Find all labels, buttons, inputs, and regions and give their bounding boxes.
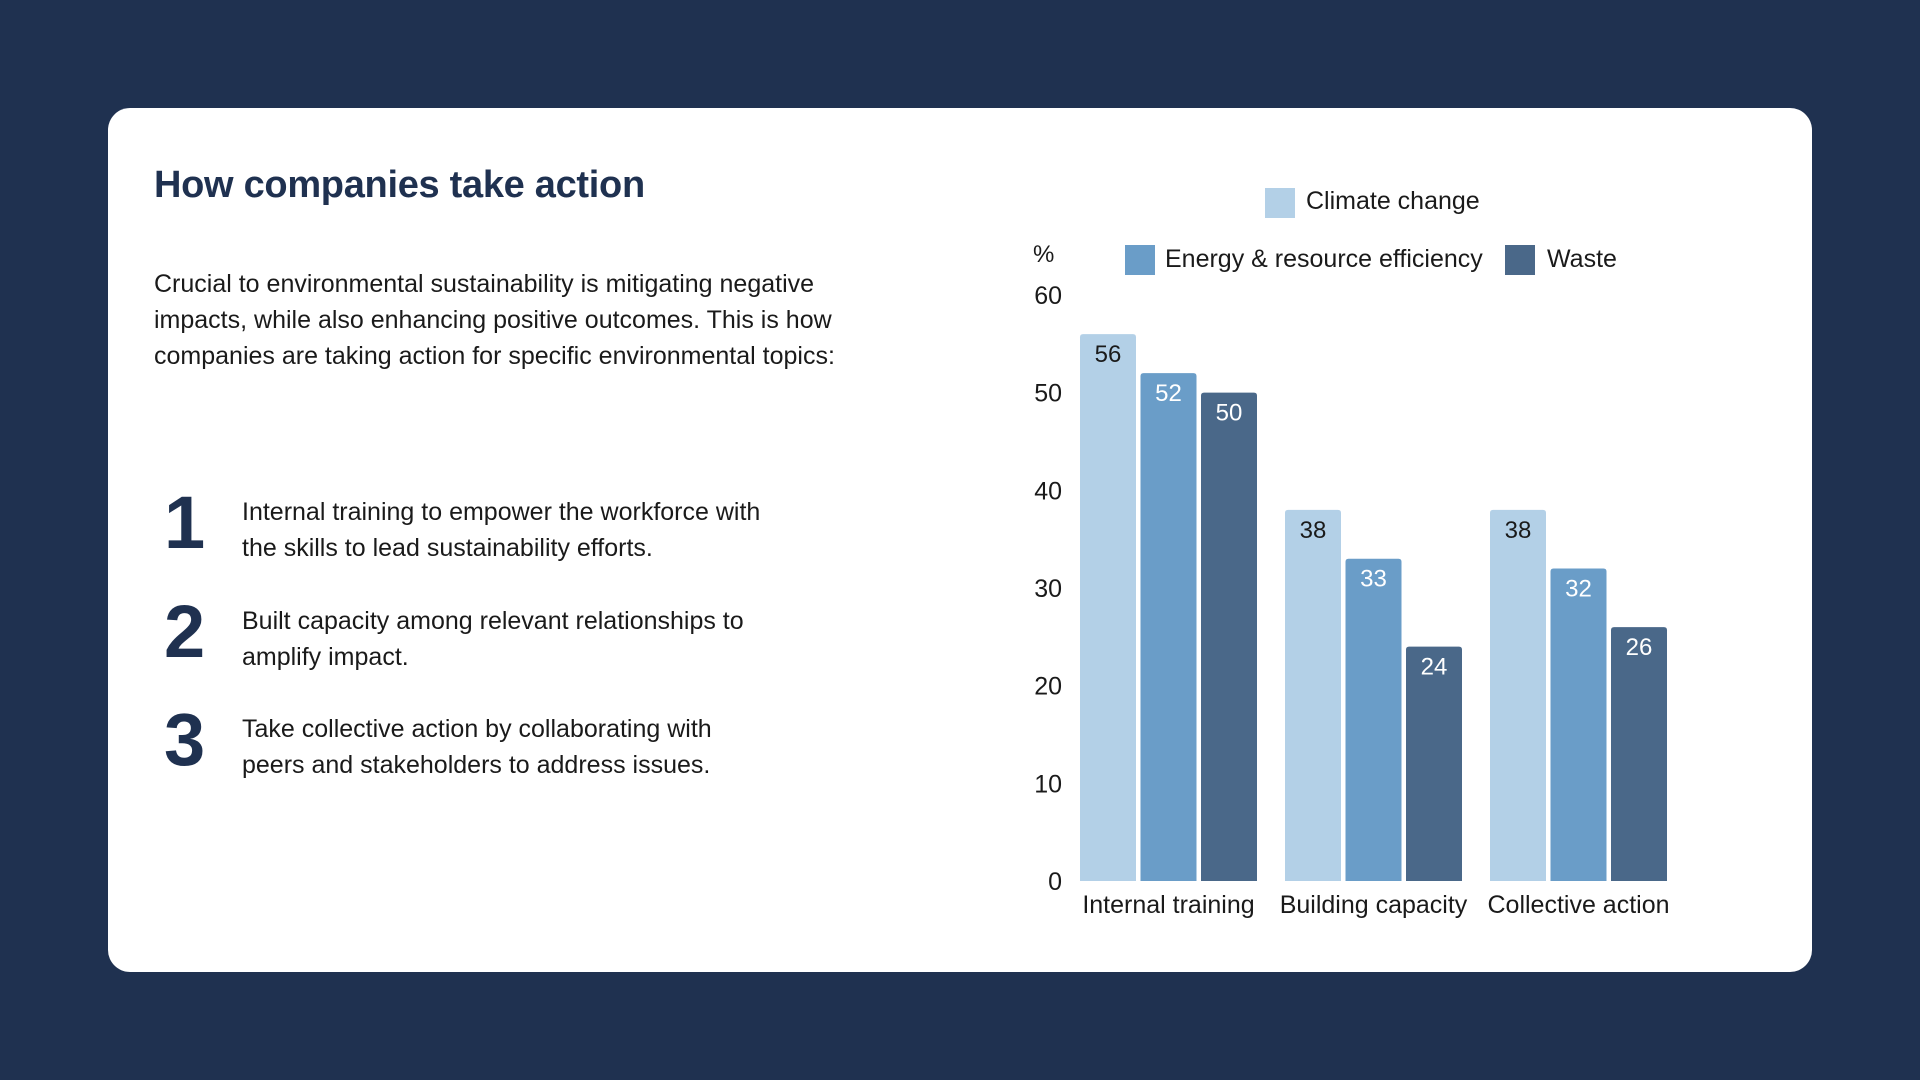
legend-swatch bbox=[1125, 245, 1155, 275]
y-tick-label: 10 bbox=[1034, 770, 1062, 798]
bar-value-label: 33 bbox=[1360, 566, 1387, 593]
x-tick-label: Collective action bbox=[1487, 891, 1669, 919]
bar-value-label: 38 bbox=[1505, 517, 1532, 544]
legend-label: Climate change bbox=[1306, 187, 1480, 215]
y-tick-label: 50 bbox=[1034, 380, 1062, 408]
bar-value-label: 50 bbox=[1216, 400, 1243, 427]
step-text-line: the skills to lead sustainability effort… bbox=[242, 534, 653, 562]
x-tick-label: Building capacity bbox=[1280, 891, 1468, 919]
y-tick-label: 0 bbox=[1048, 868, 1062, 896]
legend-swatch bbox=[1265, 188, 1295, 218]
step-text: Built capacity among relevant relationsh… bbox=[242, 603, 842, 675]
bar bbox=[1140, 373, 1197, 881]
step-item-3: 3 Take collective action by collaboratin… bbox=[154, 698, 854, 795]
step-text-line: amplify impact. bbox=[242, 643, 409, 671]
step-item-1: 1 Internal training to empower the workf… bbox=[154, 481, 854, 578]
y-axis-label: % bbox=[1033, 241, 1054, 268]
step-text: Take collective action by collaborating … bbox=[242, 711, 842, 783]
y-tick-label: 20 bbox=[1034, 673, 1062, 701]
bar-value-label: 24 bbox=[1421, 654, 1448, 681]
step-number: 3 bbox=[164, 698, 206, 781]
y-tick-label: 40 bbox=[1034, 477, 1062, 505]
bar bbox=[1490, 509, 1546, 881]
bar bbox=[1201, 392, 1257, 881]
bar-value-label: 32 bbox=[1565, 575, 1592, 602]
bar bbox=[1080, 334, 1136, 882]
bar-value-label: 26 bbox=[1626, 634, 1653, 661]
bar bbox=[1345, 558, 1402, 881]
bar bbox=[1406, 646, 1462, 881]
step-text-line: peers and stakeholders to address issues… bbox=[242, 751, 711, 779]
step-text-line: Take collective action by collaborating … bbox=[242, 715, 712, 743]
y-tick-label: 60 bbox=[1034, 282, 1062, 310]
step-item-2: 2 Built capacity among relevant relation… bbox=[154, 590, 854, 687]
legend-label: Waste bbox=[1547, 245, 1617, 273]
y-tick-label: 30 bbox=[1034, 575, 1062, 603]
step-text-line: Internal training to empower the workfor… bbox=[242, 498, 761, 526]
step-number: 2 bbox=[164, 590, 206, 673]
step-number: 1 bbox=[164, 481, 206, 564]
legend-swatch bbox=[1505, 245, 1535, 275]
step-text-line: Built capacity among relevant relationsh… bbox=[242, 607, 744, 635]
bar-value-label: 38 bbox=[1300, 517, 1327, 544]
bar-value-label: 52 bbox=[1155, 380, 1182, 407]
x-tick-label: Internal training bbox=[1082, 891, 1254, 919]
step-text: Internal training to empower the workfor… bbox=[242, 494, 842, 566]
intro-paragraph: Crucial to environmental sustainability … bbox=[154, 270, 835, 370]
page-title: How companies take action bbox=[154, 164, 645, 206]
bar bbox=[1550, 568, 1607, 881]
bar bbox=[1285, 509, 1341, 881]
bar-value-label: 56 bbox=[1095, 341, 1122, 368]
bar bbox=[1611, 627, 1667, 881]
legend-label: Energy & resource efficiency bbox=[1165, 245, 1483, 273]
